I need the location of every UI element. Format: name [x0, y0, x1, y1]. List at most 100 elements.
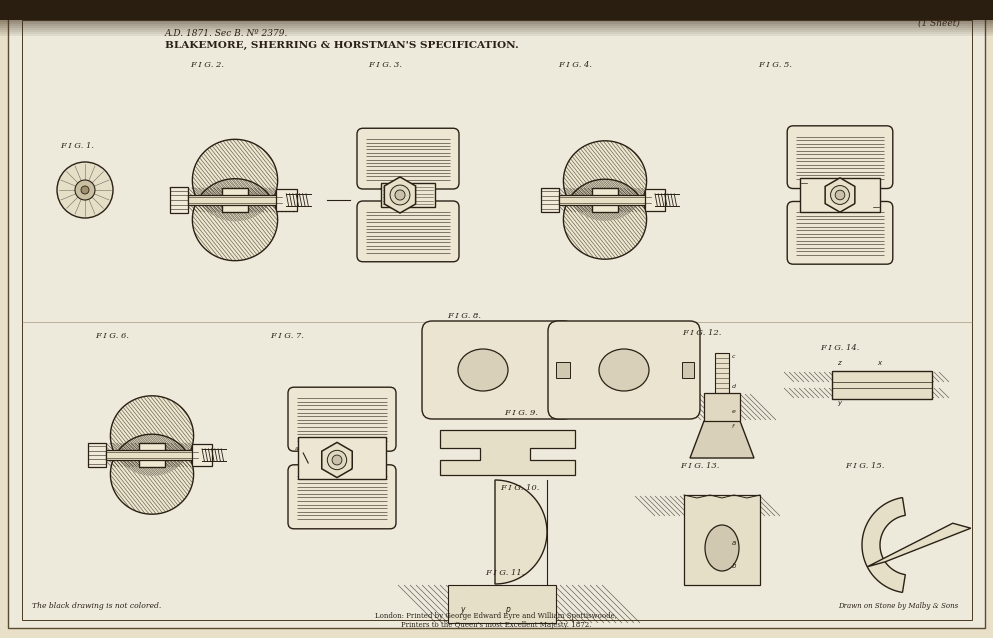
Bar — [834, 372, 930, 382]
Polygon shape — [110, 396, 194, 476]
Text: b: b — [416, 198, 420, 204]
Text: F I G. 8.: F I G. 8. — [447, 312, 481, 320]
Circle shape — [390, 185, 410, 205]
Bar — [705, 394, 739, 420]
Bar — [0, 24, 993, 26]
Text: F I G. 11.: F I G. 11. — [485, 569, 524, 577]
FancyBboxPatch shape — [288, 465, 396, 529]
Ellipse shape — [458, 349, 508, 391]
Text: F I G. 9.: F I G. 9. — [504, 409, 538, 417]
FancyBboxPatch shape — [787, 126, 893, 188]
Text: c: c — [732, 354, 736, 359]
Bar — [0, 0, 993, 20]
Text: F I G. 6.: F I G. 6. — [95, 332, 129, 340]
Bar — [832, 371, 932, 399]
Text: F I G. 14.: F I G. 14. — [820, 344, 859, 352]
Bar — [192, 444, 212, 466]
Polygon shape — [690, 421, 754, 458]
Bar — [645, 189, 665, 211]
FancyBboxPatch shape — [288, 387, 396, 451]
Bar — [682, 362, 694, 378]
Circle shape — [81, 186, 89, 194]
Polygon shape — [862, 498, 906, 593]
Ellipse shape — [705, 525, 739, 571]
Polygon shape — [495, 480, 547, 584]
Text: Printers to the Queen's most Excellent Majesty. 1872.: Printers to the Queen's most Excellent M… — [401, 621, 591, 629]
Bar — [188, 195, 282, 205]
Text: The black drawing is not colored.: The black drawing is not colored. — [32, 602, 161, 610]
Text: A.D. 1871. Sec B. Nº 2379.: A.D. 1871. Sec B. Nº 2379. — [165, 29, 288, 38]
Bar — [715, 353, 729, 408]
Bar — [685, 496, 759, 516]
Text: F I G. 5.: F I G. 5. — [758, 61, 792, 69]
Bar — [0, 22, 993, 24]
Circle shape — [835, 190, 845, 200]
FancyBboxPatch shape — [357, 201, 459, 262]
Circle shape — [830, 186, 849, 204]
Bar — [448, 585, 556, 623]
Circle shape — [328, 450, 347, 470]
Text: (1 Sheet): (1 Sheet) — [919, 19, 960, 28]
Ellipse shape — [599, 349, 649, 391]
Text: BLAKEMORE, SHERRING & HORSTMAN'S SPECIFICATION.: BLAKEMORE, SHERRING & HORSTMAN'S SPECIFI… — [165, 41, 518, 50]
Text: b: b — [732, 563, 737, 569]
Bar — [704, 393, 740, 421]
Circle shape — [75, 180, 95, 200]
Bar — [0, 26, 993, 28]
Polygon shape — [440, 430, 575, 475]
Bar — [170, 188, 188, 212]
Polygon shape — [384, 177, 416, 213]
Bar — [221, 188, 248, 212]
Text: z: z — [837, 360, 841, 366]
Text: F I G. 7.: F I G. 7. — [270, 332, 304, 340]
Bar — [812, 182, 868, 207]
Text: e: e — [732, 409, 736, 414]
Bar — [592, 188, 618, 212]
Text: x: x — [877, 360, 881, 366]
Text: F I G. 10.: F I G. 10. — [500, 484, 539, 492]
Bar — [0, 28, 993, 30]
FancyBboxPatch shape — [357, 128, 459, 189]
Text: p: p — [505, 605, 509, 614]
Polygon shape — [193, 139, 278, 221]
Text: F I G. 4.: F I G. 4. — [558, 61, 592, 69]
Text: London: Printed by George Edward Eyre and William Spottiswoode,: London: Printed by George Edward Eyre an… — [375, 612, 617, 620]
Bar — [541, 188, 559, 212]
Circle shape — [395, 190, 405, 200]
Text: a: a — [295, 446, 299, 451]
Bar — [0, 30, 993, 32]
FancyBboxPatch shape — [787, 202, 893, 264]
Bar — [139, 443, 165, 467]
Text: F I G. 2.: F I G. 2. — [190, 61, 224, 69]
Text: F I G. 3.: F I G. 3. — [368, 61, 402, 69]
FancyBboxPatch shape — [422, 321, 574, 419]
Bar — [800, 177, 880, 212]
Bar — [0, 34, 993, 36]
Bar — [559, 195, 651, 205]
Bar — [313, 445, 370, 471]
Bar — [88, 443, 106, 467]
Bar — [276, 188, 297, 211]
Text: a: a — [380, 185, 384, 191]
Bar — [448, 585, 556, 623]
Text: y: y — [460, 605, 465, 614]
Polygon shape — [825, 178, 855, 212]
Bar — [381, 183, 435, 207]
Text: F I G. 12.: F I G. 12. — [682, 329, 721, 337]
Bar — [834, 388, 930, 398]
FancyBboxPatch shape — [548, 321, 700, 419]
Polygon shape — [110, 434, 194, 514]
Text: y: y — [837, 400, 841, 406]
Text: Drawn on Stone by Malby & Sons: Drawn on Stone by Malby & Sons — [838, 602, 958, 610]
Polygon shape — [684, 495, 760, 585]
Text: f: f — [732, 424, 734, 429]
Bar — [106, 450, 198, 460]
Bar — [221, 188, 248, 212]
Polygon shape — [193, 179, 278, 261]
Bar — [0, 32, 993, 34]
Text: F I G. 13.: F I G. 13. — [680, 462, 719, 470]
Polygon shape — [563, 179, 646, 259]
Bar — [592, 188, 618, 212]
Bar — [0, 20, 993, 22]
Bar — [556, 362, 570, 378]
